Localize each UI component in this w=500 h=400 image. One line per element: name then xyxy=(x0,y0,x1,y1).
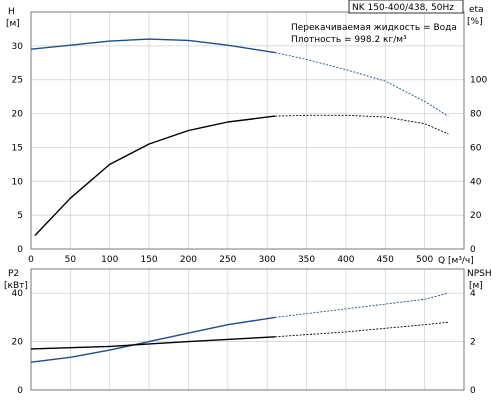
top-right-axis-title: eta xyxy=(469,5,484,15)
top-curve-black-solid xyxy=(34,115,276,236)
top-right-axis-unit: [%] xyxy=(467,17,483,27)
x-tick-label: 350 xyxy=(298,255,315,265)
x-tick-label: 100 xyxy=(101,255,118,265)
bottom-right-tick-label: 4 xyxy=(470,289,476,299)
density-line: Плотность = 998.2 кг/м³ xyxy=(291,35,407,45)
top-left-tick-label: 20 xyxy=(12,110,24,120)
bottom-left-axis-title: P2 xyxy=(8,269,19,279)
top-right-tick-label: 0 xyxy=(470,245,476,255)
top-right-tick-label: 100 xyxy=(470,76,487,86)
title-box xyxy=(348,0,464,14)
top-left-tick-label: 15 xyxy=(12,143,23,153)
bottom-right-axis-title: NPSH xyxy=(467,269,492,279)
bottom-curve-black-solid xyxy=(30,336,276,350)
x-tick-label: 0 xyxy=(28,255,34,265)
top-left-tick-label: 10 xyxy=(12,177,24,187)
top-left-tick-label: 30 xyxy=(12,42,24,52)
bottom-tick-labels: 0 20 40 0 2 4 xyxy=(12,289,476,396)
x-tick-label: 400 xyxy=(337,255,354,265)
top-left-tick-label: 5 xyxy=(17,211,23,221)
top-left-axis-unit: [м] xyxy=(6,19,20,29)
top-left-axis-title: H xyxy=(8,7,15,17)
top-left-tick-label: 0 xyxy=(17,245,23,255)
bottom-right-tick-label: 2 xyxy=(470,338,476,348)
x-tick-label: 500 xyxy=(416,255,433,265)
top-right-tick-label: 20 xyxy=(470,211,482,221)
x-tick-label: 50 xyxy=(65,255,77,265)
chart-title: NK 150-400/438, 50Hz xyxy=(352,3,454,13)
bottom-plot-frame xyxy=(30,268,465,391)
top-right-tick-label: 40 xyxy=(470,177,482,187)
x-tick-label: 250 xyxy=(219,255,236,265)
bottom-chart: 0 20 40 0 2 4 P2 [кВт] NPSH [м] xyxy=(4,268,492,396)
top-curve-blue-dashed xyxy=(275,52,449,117)
bottom-left-tick-label: 20 xyxy=(12,338,24,348)
top-right-tick-label: 80 xyxy=(470,110,482,120)
top-tick-labels: 0 50 100 150 200 250 300 350 400 450 5000510152025… xyxy=(12,42,488,265)
x-tick-label: 200 xyxy=(180,255,197,265)
bottom-left-tick-label: 40 xyxy=(12,289,24,299)
top-curve-black-dashed xyxy=(275,114,449,135)
x-axis-label: Q [м³/ч] xyxy=(438,256,474,266)
x-tick-label: 300 xyxy=(259,255,276,265)
x-tick-label: 150 xyxy=(140,255,157,265)
top-curve-blue-solid xyxy=(30,38,276,54)
bottom-curve-black-dashed xyxy=(275,321,449,338)
fluid-line: Перекачиваемая жидкость = Вода xyxy=(291,23,457,33)
top-right-tick-label: 60 xyxy=(470,143,482,153)
x-tick-label: 450 xyxy=(377,255,394,265)
top-plot-frame xyxy=(30,11,465,250)
bottom-left-tick-label: 0 xyxy=(17,386,23,396)
bottom-right-tick-label: 0 xyxy=(470,386,476,396)
bottom-left-axis-unit: [кВт] xyxy=(4,281,28,291)
top-curves xyxy=(30,38,449,236)
bottom-curves xyxy=(30,292,449,363)
top-left-tick-label: 25 xyxy=(12,76,23,86)
bottom-curve-blue-solid xyxy=(30,316,276,363)
bottom-right-axis-unit: [м] xyxy=(469,281,483,291)
bottom-curve-blue-dashed xyxy=(275,292,449,318)
top-chart: 0 50 100 150 200 250 300 350 400 450 5000510152025… xyxy=(6,0,487,266)
bottom-grid xyxy=(31,269,464,390)
info-box: NK 150-400/438, 50Hz Перекачиваемая жидк… xyxy=(291,0,464,45)
